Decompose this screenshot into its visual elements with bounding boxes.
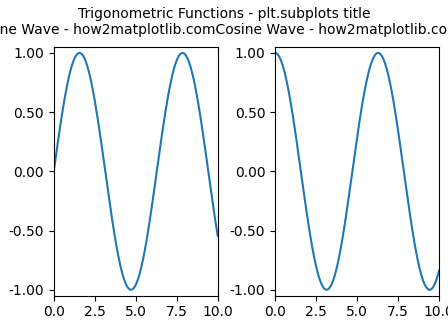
Text: Trigonometric Functions - plt.subplots title
Sine Wave - how2matplotlib.comCosin: Trigonometric Functions - plt.subplots t… [0,7,448,37]
